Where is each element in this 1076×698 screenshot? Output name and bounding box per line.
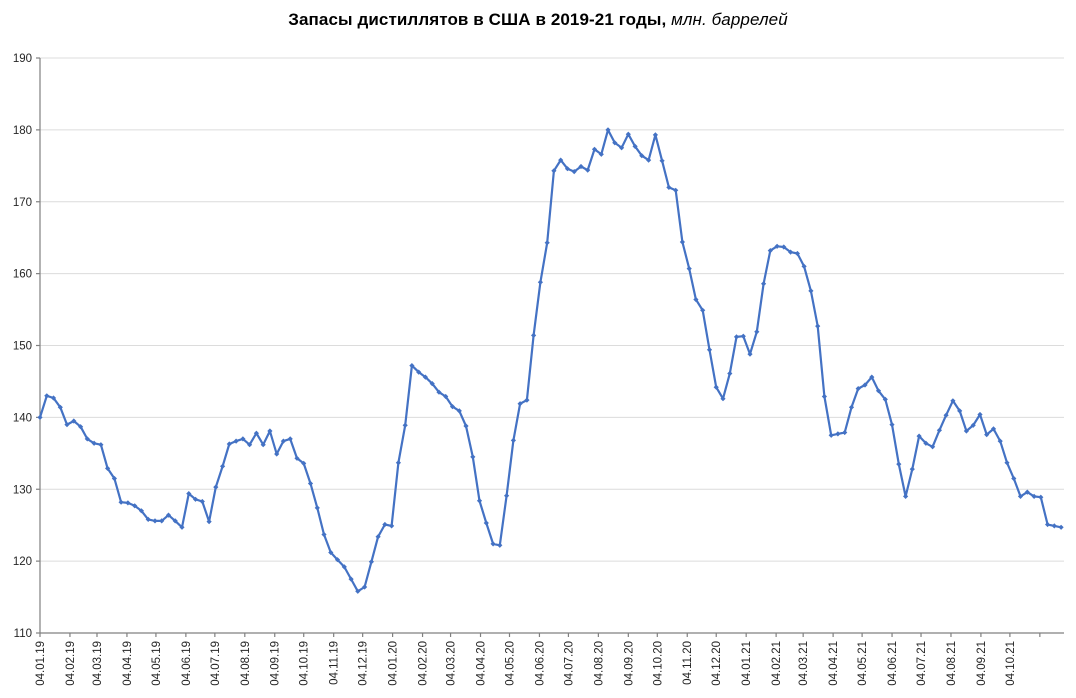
x-tick-label: 04.04.19 xyxy=(122,641,134,686)
x-tick-label: 04.01.19 xyxy=(35,641,47,686)
x-tick-label: 04.09.20 xyxy=(623,641,635,686)
x-tick-label: 04.06.19 xyxy=(181,641,193,686)
x-tick-label: 04.12.20 xyxy=(711,641,723,686)
x-tick-label: 04.03.19 xyxy=(92,641,104,686)
x-tick-label: 04.09.19 xyxy=(270,641,282,686)
x-tick-label: 04.05.21 xyxy=(857,641,869,686)
x-tick-label: 04.02.19 xyxy=(65,641,77,686)
x-tick-label: 04.08.21 xyxy=(946,641,958,686)
x-tick-label: 04.08.19 xyxy=(240,641,252,686)
x-tick-label: 04.02.21 xyxy=(771,641,783,686)
x-tick-labels: 04.01.19 04.02.19 04.03.19 04.04.19 04.05.19… xyxy=(35,633,1041,686)
x-tick-label: 04.10.21 xyxy=(1005,641,1017,686)
series xyxy=(37,127,1064,594)
chart-title-text: Запасы дистиллятов в США в 2019-21 годы, xyxy=(288,10,667,29)
chart-title-unit: млн. баррелей xyxy=(666,10,788,29)
x-tick-label: 04.07.21 xyxy=(916,641,928,686)
y-tick-label: 170 xyxy=(13,197,32,209)
x-tick-label: 04.08.20 xyxy=(593,641,605,686)
x-tick-label: 04.04.21 xyxy=(828,641,840,686)
x-tick-label: 04.10.19 xyxy=(299,641,311,686)
x-tick-label: 04.11.19 xyxy=(329,641,341,685)
x-tick-label: 04.05.20 xyxy=(504,641,516,686)
y-tick-label: 130 xyxy=(13,484,32,496)
y-tick-label: 140 xyxy=(13,412,32,424)
x-tick-label: 04.06.20 xyxy=(534,641,546,686)
series-line xyxy=(38,128,1062,593)
y-tick-label: 120 xyxy=(13,556,32,568)
x-tick-label: 04.01.21 xyxy=(741,641,753,686)
x-tick-label: 04.03.20 xyxy=(446,641,458,686)
y-tick-labels: 110 120 130 140 150 160 170 180 190 xyxy=(13,53,40,640)
x-tick-label: 04.07.19 xyxy=(210,641,222,686)
y-tick-label: 160 xyxy=(13,269,32,281)
y-gridlines xyxy=(40,57,1064,562)
y-tick-label: 110 xyxy=(14,628,32,640)
x-tick-label: 04.09.21 xyxy=(976,641,988,686)
x-tick-label: 04.11.20 xyxy=(682,641,694,685)
x-tick-label: 04.06.21 xyxy=(887,641,899,686)
x-tick-label: 04.04.20 xyxy=(476,641,488,686)
x-tick-label: 04.12.19 xyxy=(358,641,370,686)
x-tick-label: 04.10.20 xyxy=(652,641,664,686)
x-tick-label: 04.03.21 xyxy=(798,641,810,686)
y-tick-label: 180 xyxy=(13,125,32,137)
x-tick-label: 04.01.20 xyxy=(388,641,400,686)
chart-title: Запасы дистиллятов в США в 2019-21 годы,… xyxy=(0,10,1076,30)
x-tick-label: 04.05.19 xyxy=(151,641,163,686)
x-tick-label: 04.02.20 xyxy=(418,641,430,686)
x-tick-label: 04.07.20 xyxy=(563,641,575,686)
y-tick-label: 190 xyxy=(13,53,32,65)
y-tick-label: 150 xyxy=(13,341,32,353)
